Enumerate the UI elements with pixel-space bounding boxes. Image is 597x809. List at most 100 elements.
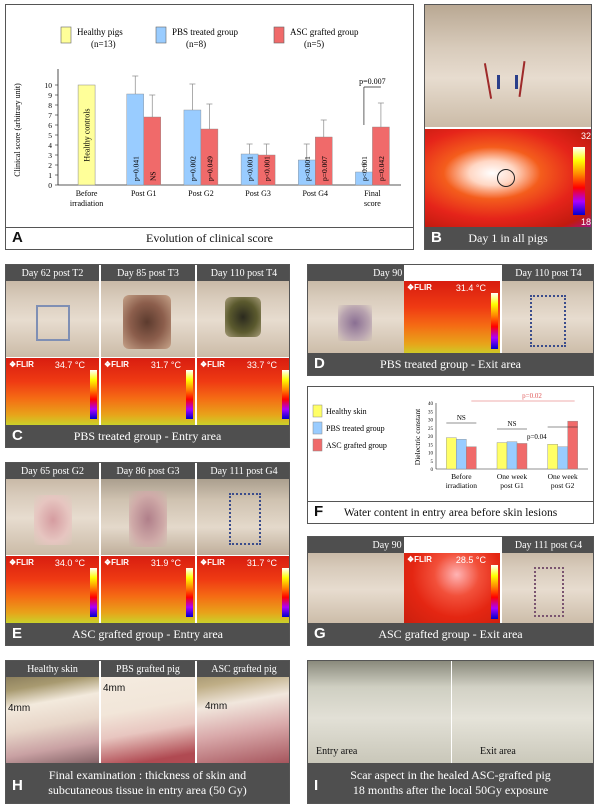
temperature-scale-icon [90,370,97,419]
entry-area-label: Entry area [316,746,358,757]
x-tick-label: post G1 [500,481,524,490]
measure-label: 4mm [205,701,228,712]
panel-a-caption: A Evolution of clinical score [6,227,413,249]
x-tick-label: One week [548,472,578,481]
temp-readout: 31.4 °C [455,283,486,293]
panel-f-caption-text: Water content in entry area before skin … [343,506,558,519]
legend-label: Healthy skin [326,407,367,416]
p-value-label: p<0.001 [303,156,312,181]
bar [506,441,518,470]
y-tick-label: 7 [48,111,52,120]
legend-label: PBS treated group [172,27,238,37]
temperature-scale-icon [491,565,498,619]
y-tick-label: 9 [48,91,52,100]
flir-logo: ❖FLIR [104,360,129,369]
panel-b-thermal-photo: 32 18 [425,129,591,227]
scale-bottom-label: 18 [580,217,591,227]
photo-label: Day 111 post G4 [502,537,593,553]
panel-h-caption-line1: Final examination : thickness of skin an… [48,768,247,782]
temp-readout: 33.7 °C [246,360,277,370]
temp-readout: 31.9 °C [150,558,181,568]
x-tick-label: Final [364,189,381,198]
panel-g-photo-1: Day 90 post G3 [308,537,404,625]
bar-healthy [77,84,96,186]
panel-h-caption-line2: subcutaneous tissue in entry area (50 Gy… [48,783,247,797]
photo-label: ASC grafted pig [197,661,289,677]
temp-readout: 34.7 °C [54,360,85,370]
panel-h-photo-2: PBS grafted pig 4mm [101,661,195,765]
panel-b-letter: B [431,229,442,246]
x-tick-label: Post G2 [188,189,214,198]
legend-swatch [273,26,285,44]
y-tick-label: 15 [428,443,434,448]
panel-a: Healthy pigs (n=13) PBS treated group (n=8)… [5,4,414,250]
panel-f-caption: F Water content in entry area before ski… [308,501,593,523]
y-axis-label: Clinical score (arbitrary unit) [13,83,22,177]
annotation-ns: NS [457,414,466,422]
y-tick-label: 25 [428,427,434,432]
photo-label: Day 86 post G3 [101,463,195,479]
bar [547,444,558,470]
panel-d-photo-1: Day 90 post T3 [308,265,404,355]
panel-i: Entry area Exit area I Scar aspect in th… [307,660,594,804]
temperature-scale-icon [186,370,193,419]
panel-i-letter: I [314,777,319,794]
legend-label: ASC grafted group [290,27,359,37]
annotation-ns: NS [508,420,517,428]
x-tick-label: Post G3 [245,189,271,198]
photo-label: Day 110 post T4 [197,265,289,281]
panel-e-letter: E [12,625,23,642]
x-tick-label: Before [76,189,98,198]
panel-e-photo-1: Day 65 post G2 [6,463,99,555]
panel-c-photo-1: Day 62 post T2 [6,265,99,357]
y-tick-label: 30 [428,419,434,424]
panel-e-caption: E ASC grafted group - Entry area [6,623,289,645]
p-value-label: NS [148,171,157,181]
legend-swatch [60,26,72,44]
panel-i-photo-exit: Exit area [452,661,593,765]
temperature-scale-icon [186,568,193,617]
panel-g-caption: G ASC grafted group - Exit area [308,623,593,645]
exit-area-label: Exit area [480,746,516,757]
panel-c-thermal-2: ❖FLIR 31.7 °C [101,358,195,425]
panel-b-skin-photo [425,5,591,127]
panel-d-photo-2: Day 110 post T4 [502,265,593,355]
panel-c-caption-text: PBS treated group - Entry area [73,428,222,443]
x-tick-label: Post G4 [302,189,328,198]
scale-top-label: 32 [580,131,591,141]
p-value-label: p<0.001 [360,156,369,181]
legend-swatch [312,404,323,418]
panel-i-caption: I Scar aspect in the healed ASC-grafted … [308,763,593,803]
panel-e-thermal-2: ❖FLIR 31.9 °C [101,556,195,623]
x-tick-label: post G2 [551,481,575,490]
y-tick-label: 8 [48,101,52,110]
flir-logo: ❖FLIR [104,558,129,567]
photo-label: Day 110 post T4 [502,265,593,281]
photo-label: Day 62 post T2 [6,265,99,281]
panel-i-caption-line2: 18 months after the local 50Gy exposure [352,783,549,797]
x-tick-label: score [364,199,381,208]
y-tick-label: 0 [48,181,52,190]
panel-b-caption-text: Day 1 in all pigs [468,230,548,245]
legend-count: (n=8) [186,39,206,49]
panel-h-photo-3: ASC grafted pig 4mm [197,661,289,765]
panel-b-caption: B Day 1 in all pigs [425,227,591,249]
panel-g-thermal: ❖FLIR 28.5 °C [404,553,500,625]
bar [557,446,568,470]
p-value-label: p=0.041 [131,156,140,181]
panel-c-photo-2: Day 85 post T3 [101,265,195,357]
panel-e-thermal-3: ❖FLIR 31.7 °C [197,556,289,623]
panel-i-caption-line1: Scar aspect in the healed ASC-grafted pi… [350,768,551,782]
legend-swatch [312,421,323,435]
flir-logo: ❖FLIR [407,555,432,564]
panel-e-photo-2: Day 86 post G3 [101,463,195,555]
panel-e-thermal-1: ❖FLIR 34.0 °C [6,556,99,623]
temperature-scale-icon [282,568,289,617]
bar [567,420,578,470]
temperature-scale-icon [90,568,97,617]
temp-readout: 34.0 °C [54,558,85,568]
panel-c-photo-3: Day 110 post T4 [197,265,289,357]
p-value-label: p=0.002 [188,156,197,181]
bar [516,443,528,470]
panel-g-photo-2: Day 111 post G4 [502,537,593,625]
